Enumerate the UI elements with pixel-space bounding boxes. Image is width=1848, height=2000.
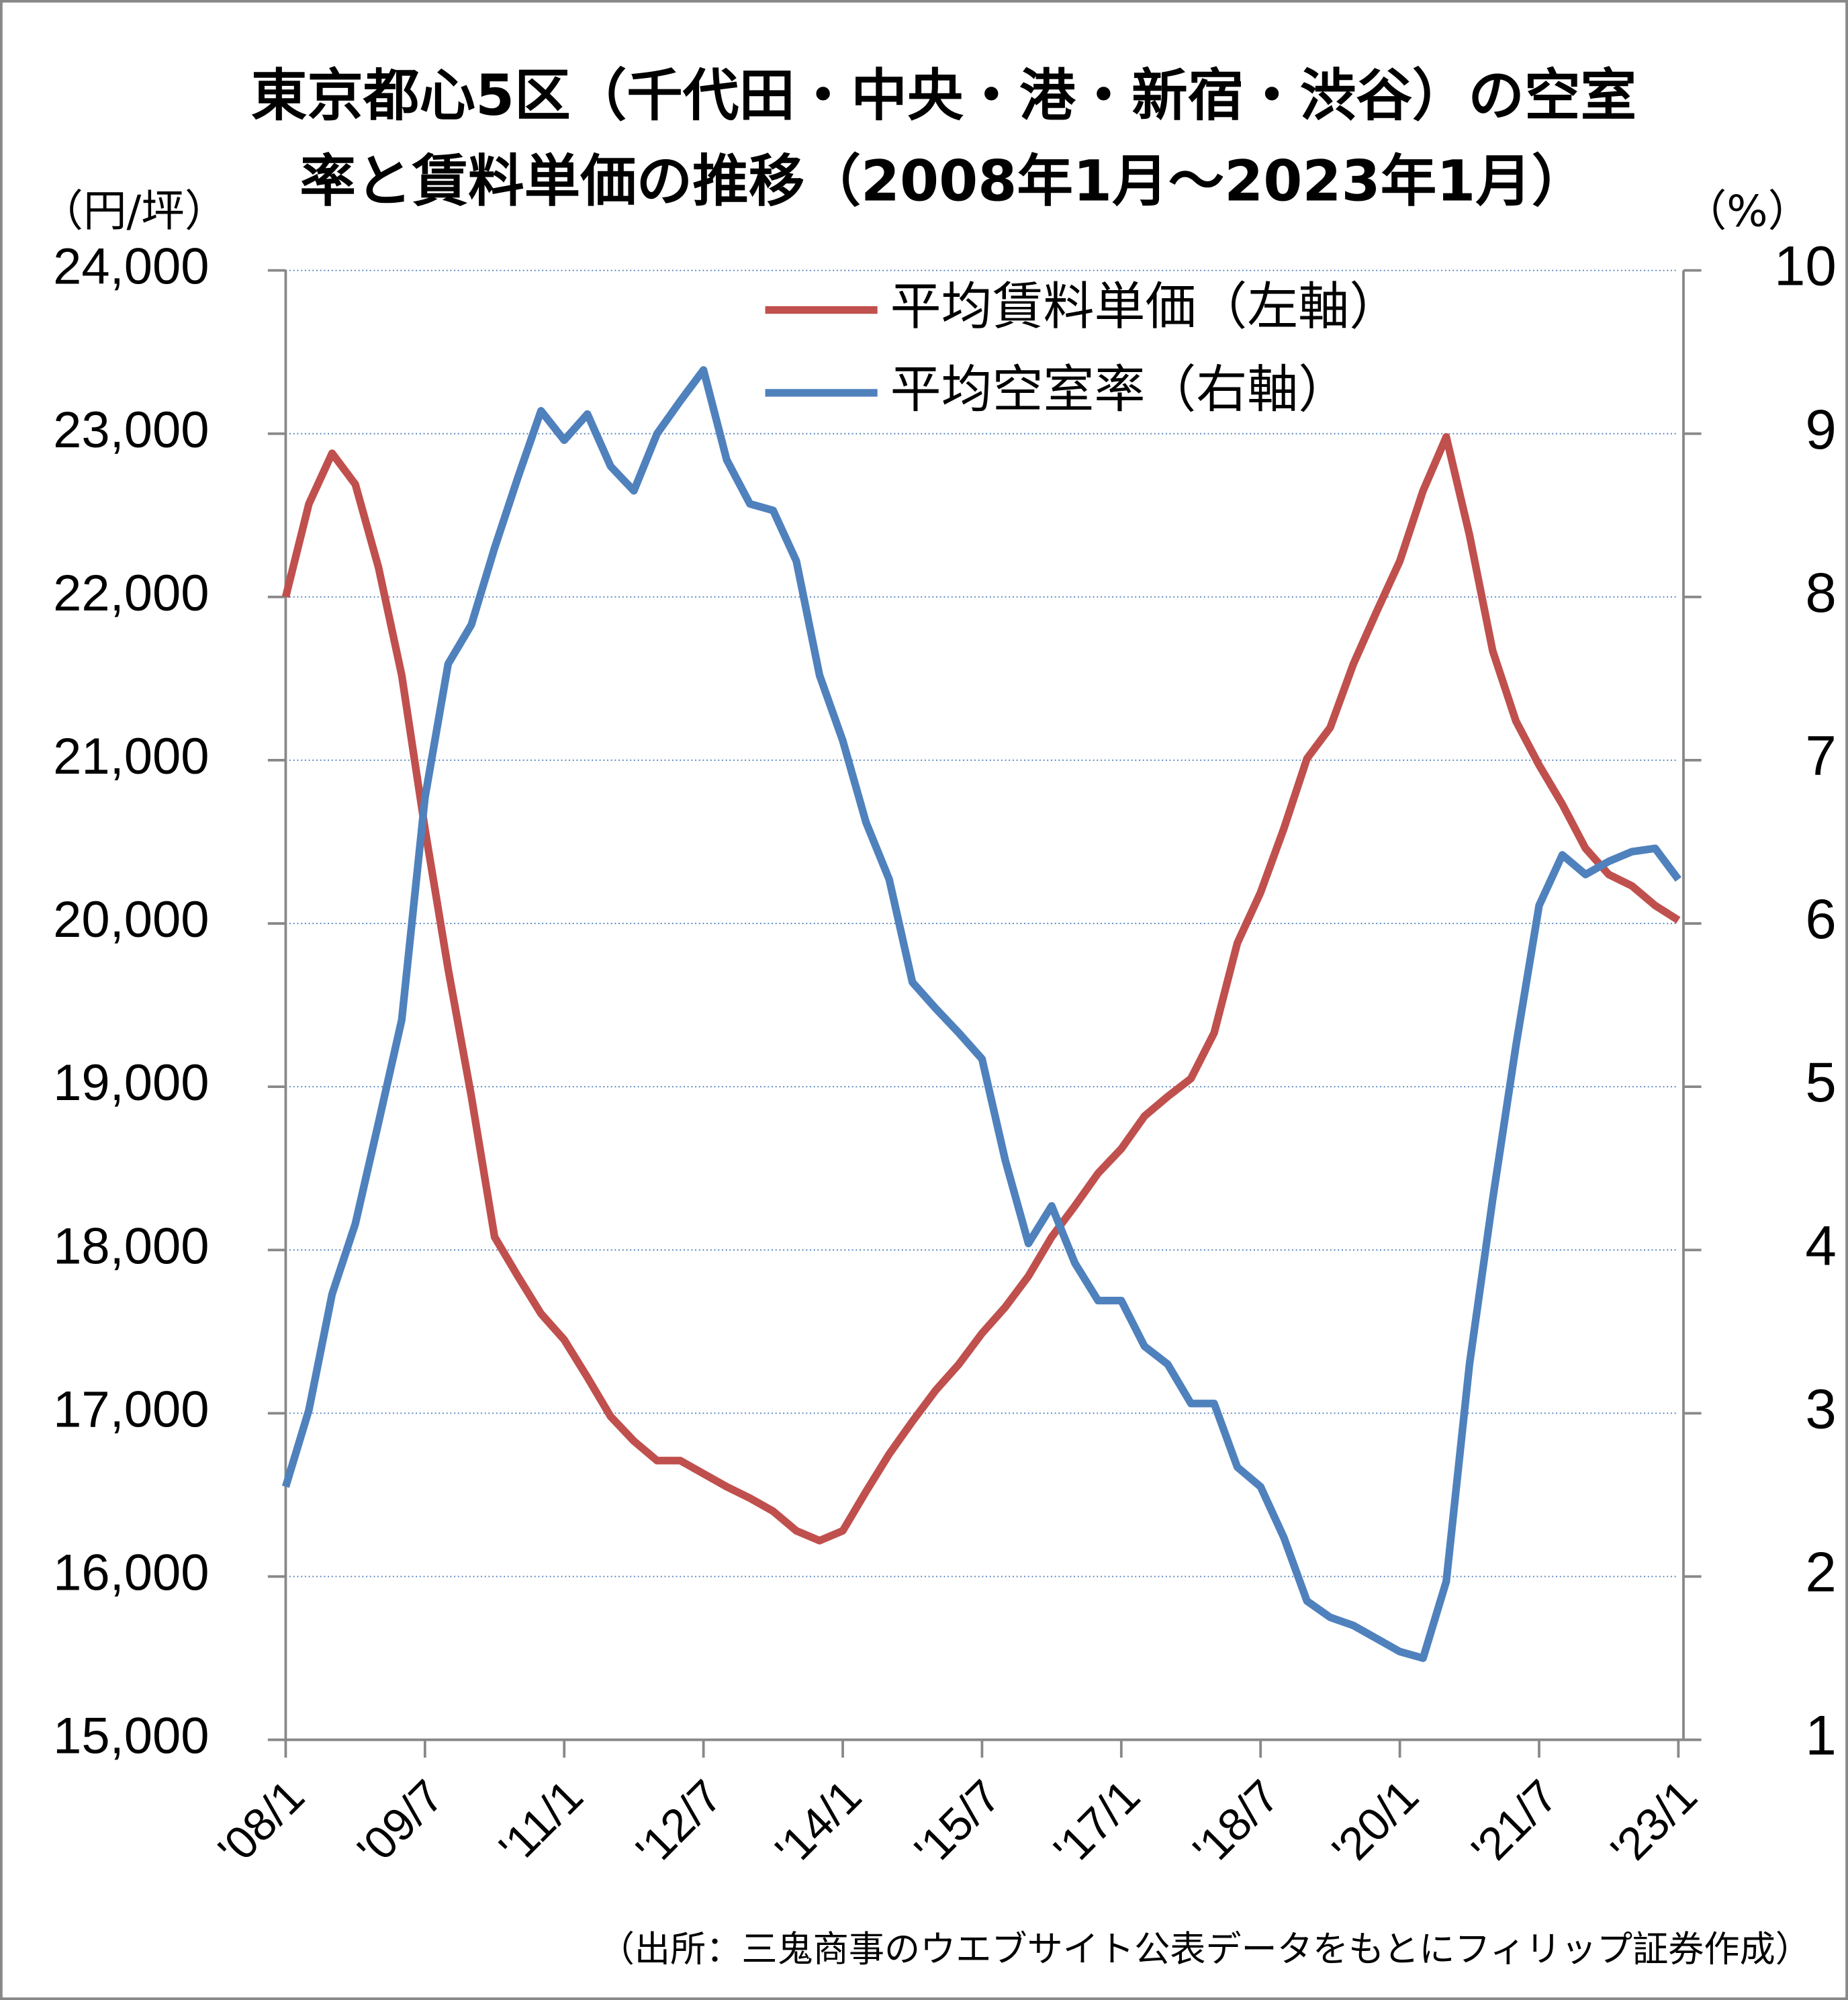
- y2-tick-label: 7: [1805, 724, 1836, 787]
- y2-tick-label: 3: [1805, 1377, 1836, 1440]
- y2-tick-label: 8: [1805, 561, 1836, 624]
- series-line: [281, 433, 1681, 1545]
- y-axis-label: （円/坪）: [40, 187, 228, 237]
- y-tick-label: 21,000: [53, 728, 209, 785]
- y-tick-label: 15,000: [53, 1708, 209, 1765]
- y2-tick-label: 4: [1805, 1214, 1836, 1277]
- y2-tick-label: 10: [1774, 234, 1837, 298]
- y-tick-label: 23,000: [53, 402, 209, 459]
- y-tick-label: 17,000: [53, 1381, 209, 1438]
- legend-label: 平均空室率（右軸）: [890, 359, 1350, 419]
- chart-title: 率と賃料単価の推移（2008年1月～2023年1月）: [299, 148, 1587, 214]
- source-note: （出所：三鬼商事のウエブサイト公表データをもとにフィリップ証券作成）: [599, 1928, 1811, 1970]
- series-line: [281, 366, 1681, 1662]
- y-tick-label: 16,000: [53, 1545, 209, 1602]
- y2-tick-label: 2: [1805, 1541, 1836, 1604]
- y2-axis-label: （%）: [1683, 187, 1811, 237]
- y2-tick-label: 9: [1805, 398, 1836, 461]
- chart-title: 東京都心5区（千代田・中央・港・新宿・渋谷）の空室: [251, 62, 1636, 128]
- y-tick-label: 22,000: [53, 565, 209, 622]
- y-tick-label: 20,000: [53, 891, 209, 948]
- y2-tick-label: 1: [1805, 1704, 1836, 1767]
- y2-tick-label: 6: [1805, 887, 1836, 950]
- y2-tick-label: 5: [1805, 1050, 1836, 1113]
- y-tick-label: 18,000: [53, 1218, 209, 1275]
- y-tick-label: 24,000: [53, 238, 209, 296]
- legend-label: 平均賃料単価（左軸）: [890, 277, 1401, 336]
- y-tick-label: 19,000: [53, 1054, 209, 1111]
